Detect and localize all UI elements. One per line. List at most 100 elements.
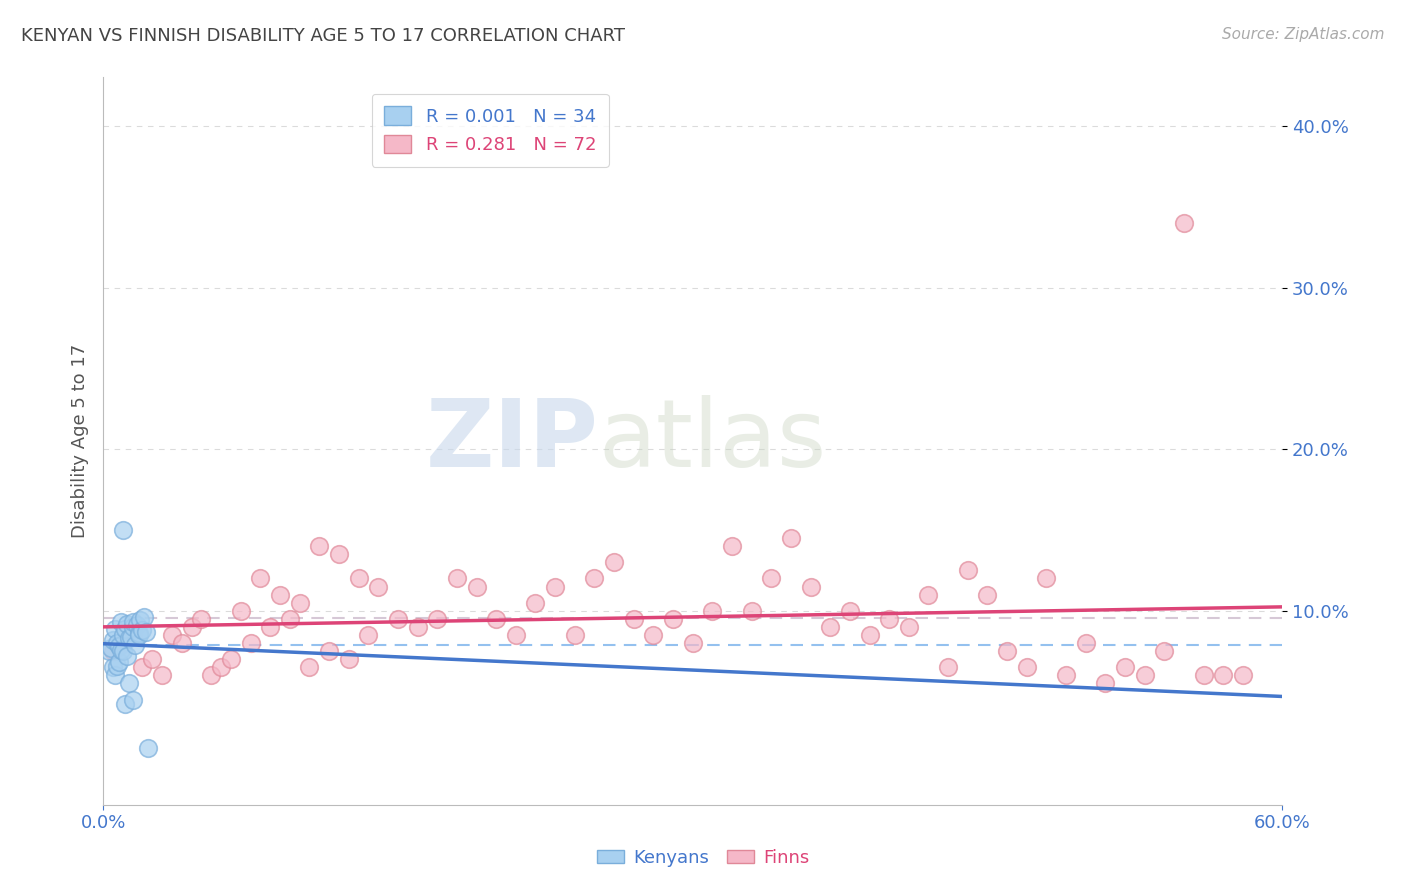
Point	[190, 612, 212, 626]
Point	[100, 640, 122, 655]
Point	[702, 604, 724, 618]
Point	[583, 571, 606, 585]
Point	[917, 588, 939, 602]
Point	[110, 615, 132, 629]
Point	[239, 636, 262, 650]
Point	[976, 588, 998, 602]
Point	[308, 539, 330, 553]
Point	[1153, 644, 1175, 658]
Point	[446, 571, 468, 585]
Point	[114, 622, 136, 636]
Point	[135, 624, 157, 639]
Point	[524, 596, 547, 610]
Point	[111, 523, 134, 537]
Point	[387, 612, 409, 626]
Point	[347, 571, 370, 585]
Point	[1054, 668, 1077, 682]
Point	[643, 628, 665, 642]
Point	[298, 660, 321, 674]
Point	[170, 636, 193, 650]
Point	[897, 620, 920, 634]
Point	[995, 644, 1018, 658]
Point	[741, 604, 763, 618]
Point	[780, 531, 803, 545]
Point	[249, 571, 271, 585]
Point	[108, 640, 131, 654]
Point	[105, 636, 128, 650]
Point	[114, 698, 136, 712]
Point	[1114, 660, 1136, 674]
Point	[337, 652, 360, 666]
Point	[603, 555, 626, 569]
Point	[110, 642, 132, 657]
Point	[858, 628, 880, 642]
Point	[544, 580, 567, 594]
Point	[357, 628, 380, 642]
Point	[209, 660, 232, 674]
Point	[115, 616, 138, 631]
Point	[1192, 668, 1215, 682]
Point	[128, 628, 150, 642]
Point	[936, 660, 959, 674]
Point	[269, 588, 291, 602]
Point	[141, 652, 163, 666]
Point	[108, 656, 131, 670]
Point	[1074, 636, 1097, 650]
Point	[406, 620, 429, 634]
Point	[682, 636, 704, 650]
Point	[111, 636, 134, 650]
Point	[180, 620, 202, 634]
Point	[131, 623, 153, 637]
Point	[111, 628, 134, 642]
Point	[288, 596, 311, 610]
Point	[219, 652, 242, 666]
Point	[115, 648, 138, 663]
Point	[160, 628, 183, 642]
Point	[1094, 676, 1116, 690]
Point	[104, 622, 127, 636]
Point	[125, 618, 148, 632]
Point	[200, 668, 222, 682]
Y-axis label: Disability Age 5 to 17: Disability Age 5 to 17	[72, 344, 89, 538]
Point	[1133, 668, 1156, 682]
Point	[121, 628, 143, 642]
Point	[136, 741, 159, 756]
Point	[150, 668, 173, 682]
Point	[761, 571, 783, 585]
Text: ZIP: ZIP	[426, 395, 599, 487]
Legend: Kenyans, Finns: Kenyans, Finns	[589, 842, 817, 874]
Point	[426, 612, 449, 626]
Point	[121, 620, 143, 634]
Point	[564, 628, 586, 642]
Point	[104, 668, 127, 682]
Point	[105, 658, 128, 673]
Point	[956, 563, 979, 577]
Point	[1232, 668, 1254, 682]
Point	[131, 660, 153, 674]
Point	[721, 539, 744, 553]
Point	[129, 614, 152, 628]
Legend: R = 0.001   N = 34, R = 0.281   N = 72: R = 0.001 N = 34, R = 0.281 N = 72	[371, 94, 609, 167]
Point	[877, 612, 900, 626]
Point	[118, 676, 141, 690]
Point	[318, 644, 340, 658]
Point	[505, 628, 527, 642]
Point	[818, 620, 841, 634]
Point	[121, 615, 143, 629]
Point	[485, 612, 508, 626]
Point	[120, 630, 142, 644]
Point	[118, 631, 141, 645]
Point	[1173, 216, 1195, 230]
Point	[465, 580, 488, 594]
Point	[121, 692, 143, 706]
Point	[367, 580, 389, 594]
Point	[101, 644, 124, 658]
Point	[1212, 668, 1234, 682]
Point	[1015, 660, 1038, 674]
Point	[662, 612, 685, 626]
Point	[1035, 571, 1057, 585]
Point	[101, 660, 124, 674]
Point	[128, 626, 150, 640]
Point	[111, 644, 134, 658]
Point	[328, 547, 350, 561]
